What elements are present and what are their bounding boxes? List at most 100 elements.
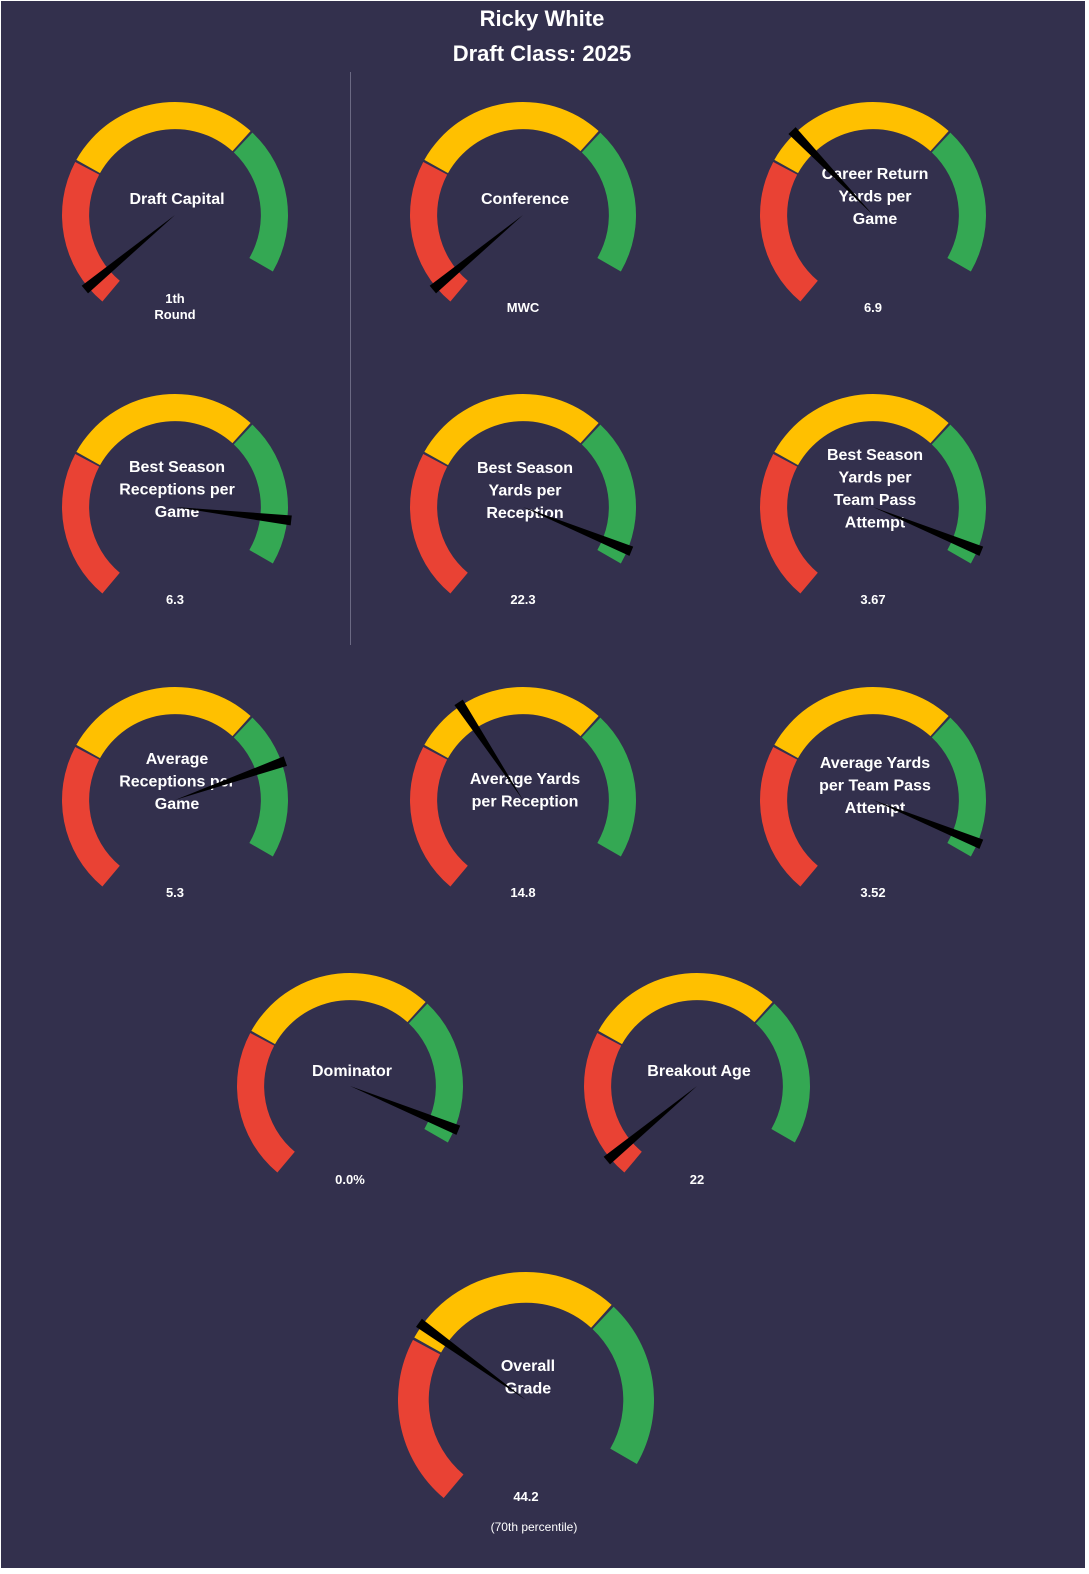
gauge-value-line: 14.8 [510,885,535,900]
gauge-band-low [760,161,818,302]
gauge-band-high [592,1306,654,1464]
gauge-needle [873,800,984,849]
gauge-band-high [755,1003,810,1143]
gauge-label-line: Attempt [845,800,906,817]
gauge-conference: Conference MWC [410,101,636,315]
left-edge-notch [0,69,1,654]
gauge-average-yptpa: Average Yards per Team Pass Attempt 3.52 [760,686,986,900]
gauge-value: MWC [507,300,540,315]
gauge-value-line: Round [154,307,195,322]
gauge-breakout-age: Breakout Age 22 [584,972,810,1187]
gauge-band-low [410,746,468,887]
gauge-band-mid [424,686,599,759]
gauge-label-line: Yards per [489,483,562,500]
gauge-band-mid [414,1272,612,1353]
gauge-average-receptions: Average Receptions per Game 5.3 [62,686,288,900]
gauge-needle [603,1086,697,1165]
gauge-value: 44.2 [513,1489,538,1504]
gauge-value: 22 [690,1172,704,1187]
gauge-band-low [760,746,818,887]
gauge-needle [175,756,288,800]
gauge-label-line: Yards per [839,470,912,487]
gauge-value-line: 1th [165,291,185,306]
player-name-title: Ricky White [479,6,605,31]
gauge-band-high [931,424,986,564]
gauge-value: 1th Round [154,291,195,322]
gauge-needle [81,215,175,294]
gauge-value-line: 22.3 [510,592,535,607]
gauge-needle [873,507,984,556]
gauge-band-low [410,453,468,594]
gauge-value: 6.9 [864,300,882,315]
gauge-label-line: Game [155,796,200,813]
gauge-needle [788,127,873,215]
gauge-label-line: per Reception [472,794,579,811]
gauge-value: 5.3 [166,885,184,900]
gauge-label-line: Conference [481,191,569,208]
gauge-value-line: 0.0% [335,1172,365,1187]
gauge-needle [523,507,634,556]
gauge-label-line: Career Return [822,166,929,183]
gauge-label: Average Receptions per Game [119,751,235,813]
gauge-label-line: Team Pass [834,492,917,509]
gauge-label-line: Average Yards [820,755,930,772]
gauge-label-line: Dominator [312,1063,392,1080]
gauge-needle [454,699,523,800]
gauge-label-line: Average Yards [470,771,580,788]
gauge-value-line: 22 [690,1172,704,1187]
gauge-label-line: Reception [486,505,563,522]
gauge-label: Dominator [312,1063,392,1080]
gauge-label-line: Receptions per [119,482,235,499]
gauge-band-low [760,453,818,594]
gauge-career-return-yards: Career Return Yards per Game 6.9 [760,101,986,315]
gauge-label-line: Best Season [827,447,923,464]
gauge-band-high [581,717,636,857]
gauge-needle [350,1086,461,1135]
gauge-band-low [62,453,120,594]
gauge-label-line: Best Season [129,459,225,476]
gauge-band-high [408,1003,463,1143]
gauge-label-line: Attempt [845,515,906,532]
gauge-label: Conference [481,191,569,208]
gauge-value-line: 5.3 [166,885,184,900]
gauge-band-high [233,424,288,564]
gauge-band-high [233,132,288,272]
gauge-dominator: Dominator 0.0% [237,972,463,1187]
gauge-value: 14.8 [510,885,535,900]
gauge-value-line: 6.3 [166,592,184,607]
gauge-value: 0.0% [335,1172,365,1187]
gauge-band-mid [774,101,949,174]
gauge-band-low [62,161,120,302]
gauge-band-mid [76,686,251,759]
gauge-value: 3.52 [860,885,885,900]
gauge-needle [416,1318,526,1400]
gauge-band-mid [76,101,251,174]
gauge-band-high [931,132,986,272]
gauge-band-low [237,1032,295,1173]
gauge-label: Best Season Yards per Reception [477,460,573,522]
gauge-label: Average Yards per Reception [470,771,580,811]
gauge-label-line: Game [853,211,898,228]
gauge-label-line: Draft Capital [129,191,224,208]
gauge-value-line: 3.67 [860,592,885,607]
gauge-label: Overall Grade [501,1358,555,1398]
gauge-label-line: Breakout Age [647,1063,751,1080]
gauge-value-line: MWC [507,300,540,315]
gauge-needle [175,507,292,526]
gauge-best-season-yptpa: Best Season Yards per Team Pass Attempt 3.67 [760,393,986,607]
gauge-value-line: 6.9 [864,300,882,315]
gauge-label-line: Overall [501,1358,555,1375]
gauge-band-mid [251,972,426,1045]
gauge-band-high [581,424,636,564]
gauge-band-mid [774,393,949,466]
gauge-band-low [397,1339,464,1499]
gauge-value: 6.3 [166,592,184,607]
gauge-band-mid [774,686,949,759]
gauge-label-line: Average [146,751,209,768]
gauge-label-line: Receptions per [119,774,235,791]
gauge-label-line: per Team Pass [819,778,931,795]
gauge-band-mid [76,393,251,466]
